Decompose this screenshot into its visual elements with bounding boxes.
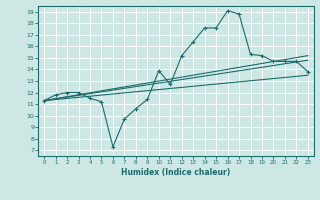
X-axis label: Humidex (Indice chaleur): Humidex (Indice chaleur) (121, 168, 231, 177)
